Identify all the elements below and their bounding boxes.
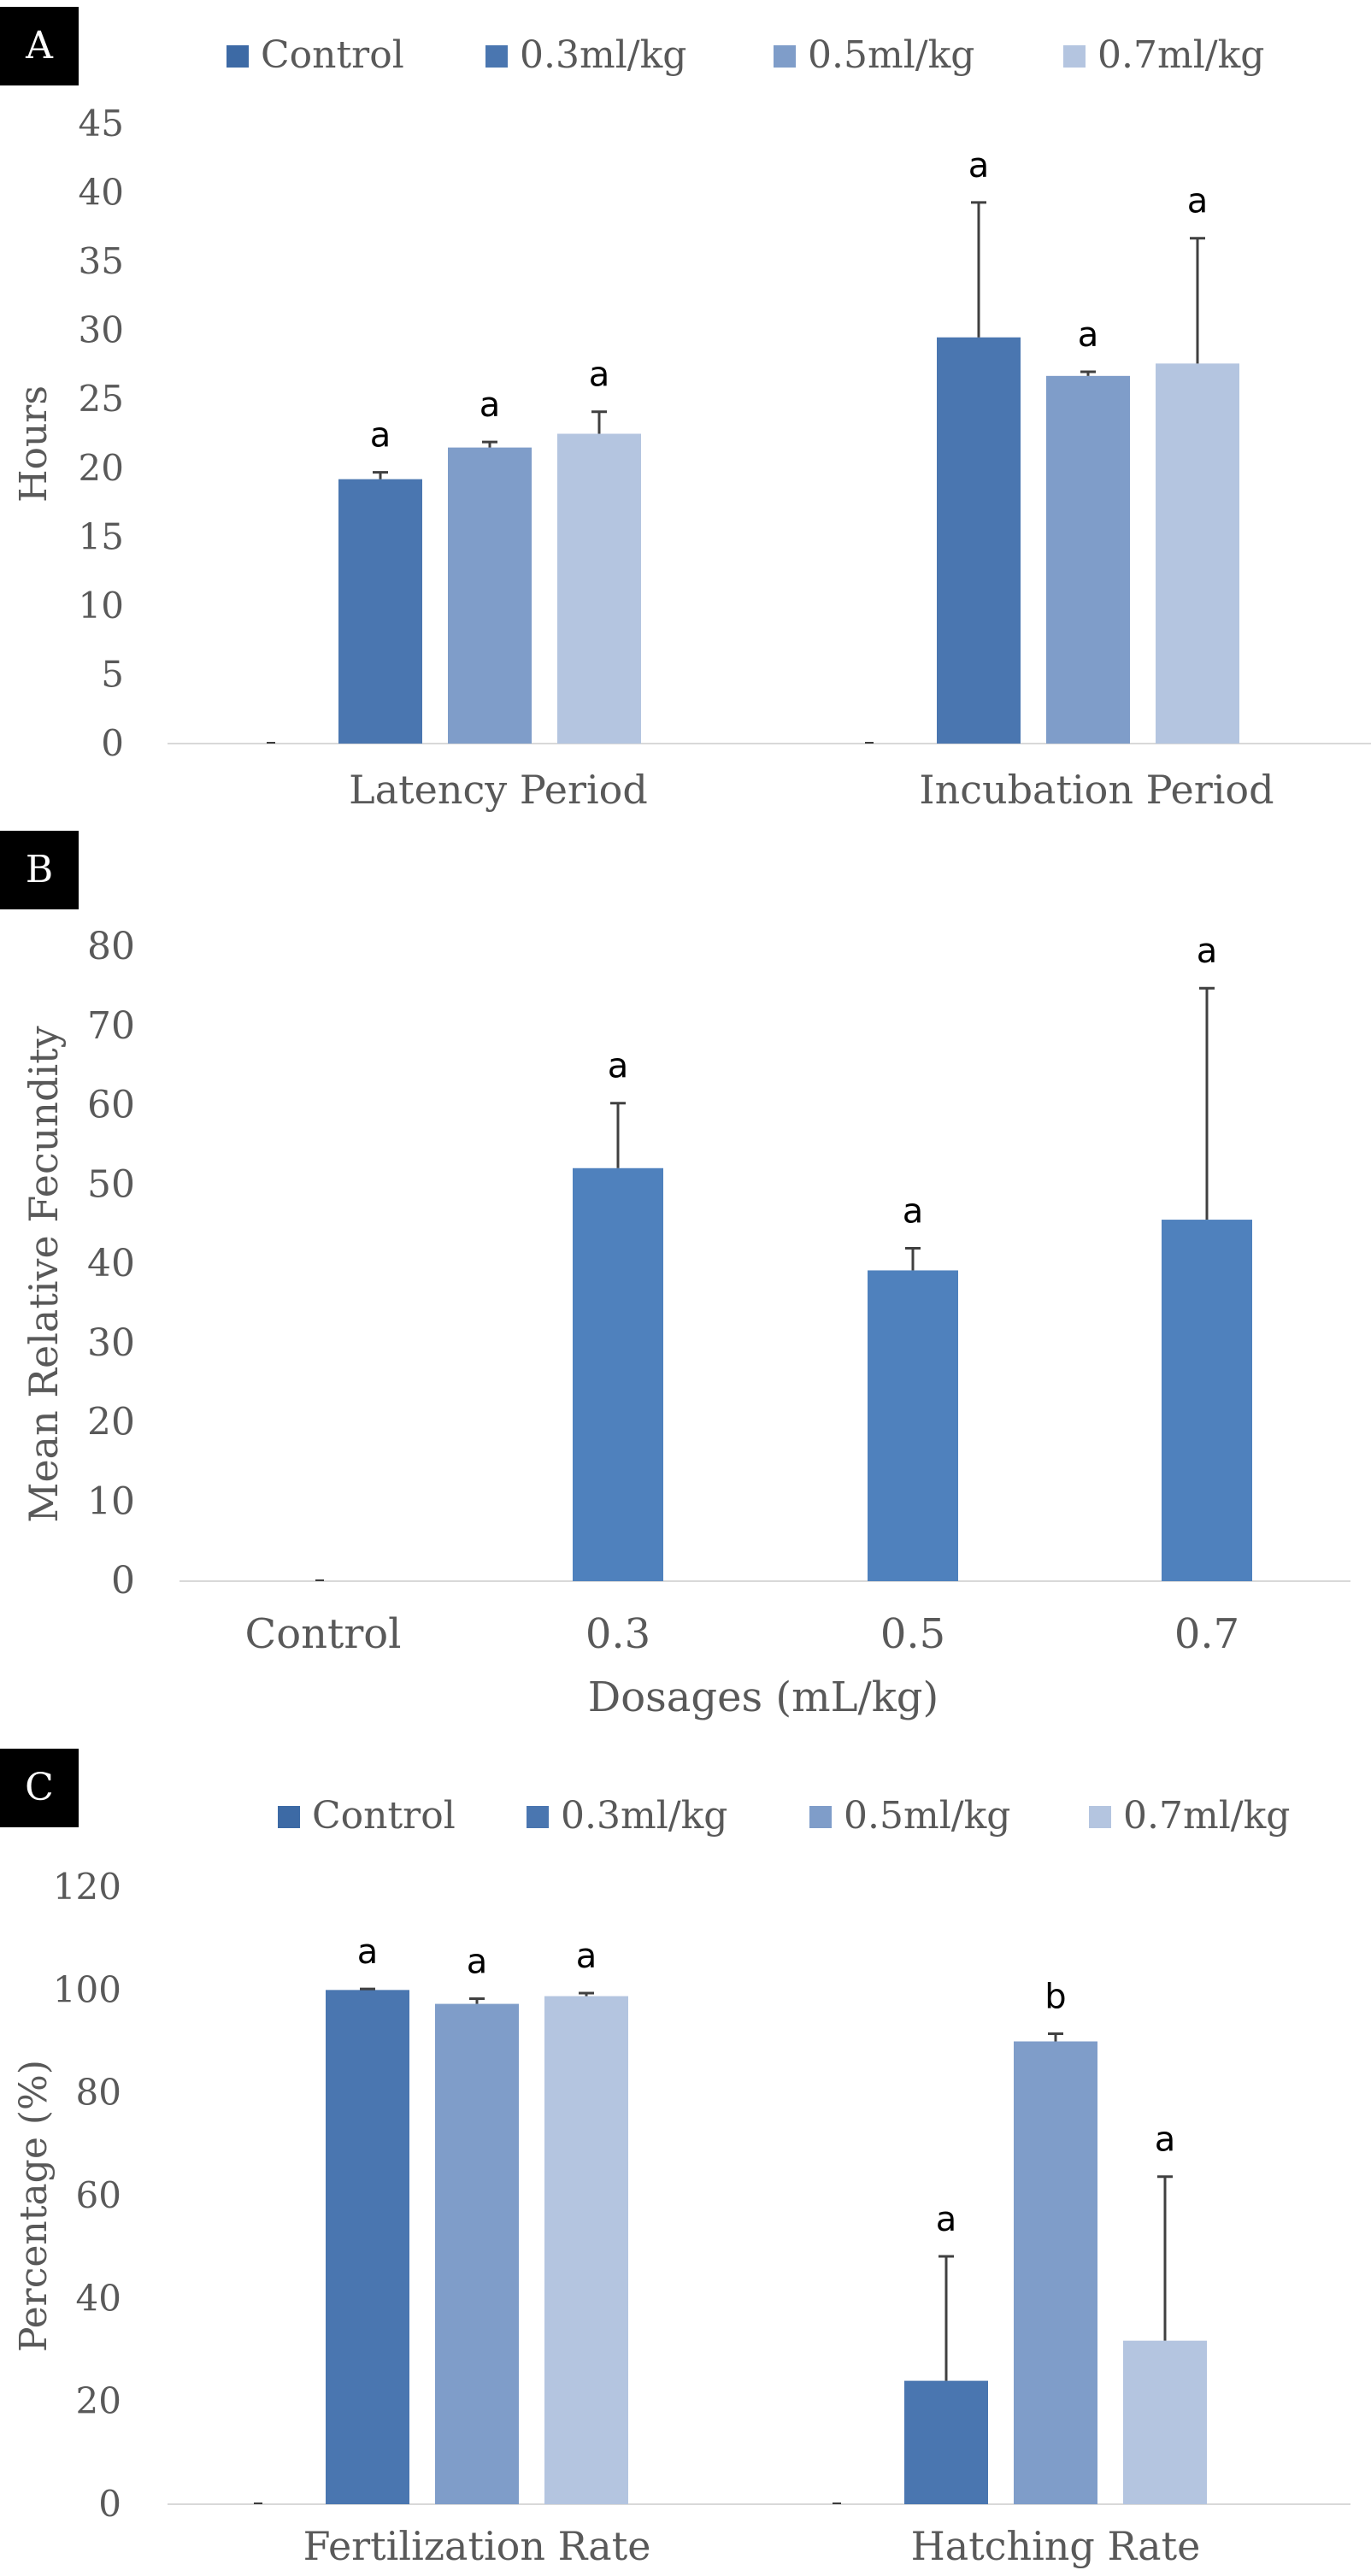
chart-b-significance-label: a xyxy=(608,1047,629,1086)
chart-c-legend-swatch xyxy=(278,1806,300,1828)
chart-a-ytick-label: 15 xyxy=(79,515,124,557)
chart-b-bar xyxy=(573,1167,663,1581)
chart-c-legend-label: 0.7ml/kg xyxy=(1123,1794,1290,1838)
panel-c-label: C xyxy=(0,1749,79,1827)
chart-a-legend-label: Control xyxy=(261,33,404,77)
chart-b-category-label: 0.3 xyxy=(585,1610,650,1658)
chart-a-legend-swatch xyxy=(1063,45,1086,68)
chart-b-bar xyxy=(1162,1220,1252,1581)
chart-c-y-axis-label: Percentage (%) xyxy=(12,2060,56,2352)
chart-a-ytick-label: 25 xyxy=(79,378,124,420)
chart-c-ytick-label: 120 xyxy=(53,1866,121,1908)
chart-c-category-label: Hatching Rate xyxy=(911,2523,1201,2569)
chart-c-category-label: Fertilization Rate xyxy=(303,2523,651,2569)
chart-b-significance-label: a xyxy=(1197,932,1218,971)
chart-b-svg: 0 10 20 30 40 50 60 70 80 Mean Relative Fecundity… xyxy=(21,925,1350,1721)
chart-a-legend-swatch xyxy=(485,45,508,68)
chart-a-y-axis-label: Hours xyxy=(12,385,56,503)
chart-b-category-label: Control xyxy=(244,1610,401,1658)
chart-b-ytick-label: 40 xyxy=(87,1242,135,1285)
chart-c-significance-label: a xyxy=(467,1943,488,1982)
chart-b-ytick-label: 80 xyxy=(87,925,135,968)
chart-b-significance-label: a xyxy=(903,1191,924,1231)
chart-b-ytick-label: 20 xyxy=(87,1401,135,1444)
chart-c-significance-label: a xyxy=(576,1937,597,1976)
chart-b-category-label: 0.7 xyxy=(1174,1610,1239,1658)
chart-b-ytick-label: 10 xyxy=(87,1479,135,1523)
chart-a-ytick-label: 10 xyxy=(79,585,124,626)
chart-c-legend-label: Control xyxy=(312,1794,456,1838)
chart-a-bar xyxy=(448,447,532,744)
chart-a-ytick-label: 45 xyxy=(79,103,124,144)
chart-a-significance-label: a xyxy=(480,385,501,425)
chart-c-legend-swatch xyxy=(1089,1806,1111,1828)
chart-c-ytick-label: 40 xyxy=(76,2277,121,2319)
chart-a-ytick-label: 5 xyxy=(101,653,124,695)
chart-c-legend-swatch xyxy=(809,1806,832,1828)
chart-c-bar xyxy=(1014,2041,1097,2504)
chart-c-significance-label: a xyxy=(1155,2120,1176,2160)
chart-b-ytick-label: 0 xyxy=(111,1559,135,1603)
chart-b-y-axis-label: Mean Relative Fecundity xyxy=(21,1026,67,1522)
chart-c-ytick-label: 20 xyxy=(76,2380,121,2422)
chart-b-ytick-label: 30 xyxy=(87,1321,135,1365)
chart-a-legend-label: 0.3ml/kg xyxy=(520,33,686,77)
chart-a-bar xyxy=(937,337,1021,744)
chart-c-legend-label: 0.5ml/kg xyxy=(844,1794,1010,1838)
chart-a-ytick-label: 20 xyxy=(79,447,124,489)
chart-c-significance-label: a xyxy=(936,2200,957,2239)
panel-b: 0 10 20 30 40 50 60 70 80 Mean Relative Fecundity… xyxy=(0,846,1371,1761)
chart-a-legend-label: 0.7ml/kg xyxy=(1097,33,1264,77)
chart-a-significance-label: a xyxy=(968,146,990,185)
chart-c-ytick-label: 100 xyxy=(53,1968,121,2010)
chart-c-legend-label: 0.3ml/kg xyxy=(561,1794,727,1838)
chart-a-ytick-label: 35 xyxy=(79,240,124,282)
chart-a-ytick-label: 0 xyxy=(101,722,124,764)
chart-a-significance-label: a xyxy=(1078,315,1099,355)
chart-a-legend-label: 0.5ml/kg xyxy=(808,33,974,77)
chart-c-significance-label: a xyxy=(357,1932,379,1972)
chart-b-ytick-label: 50 xyxy=(87,1162,135,1206)
chart-a-ytick-label: 30 xyxy=(79,309,124,351)
panel-b-label: B xyxy=(0,831,79,909)
chart-a-bar xyxy=(1156,363,1239,744)
chart-a-significance-label: a xyxy=(1187,182,1209,221)
chart-a-svg: 0 5 10 15 20 25 30 35 40 45 Hours Latency Period Inc… xyxy=(12,33,1371,813)
chart-c-svg: 0 20 40 60 80 100 120 Percentage (%) Fertilizati… xyxy=(12,1794,1350,2569)
chart-c-ytick-label: 60 xyxy=(76,2174,121,2216)
chart-b-ytick-label: 60 xyxy=(87,1084,135,1127)
chart-c-ytick-label: 80 xyxy=(76,2072,121,2114)
chart-a-significance-label: a xyxy=(370,416,391,456)
chart-c-bar xyxy=(544,1996,628,2504)
chart-a-bar xyxy=(1046,375,1130,744)
chart-a-ytick-label: 40 xyxy=(79,172,124,214)
chart-b-category-label: 0.5 xyxy=(880,1610,945,1658)
chart-a-category-label: Incubation Period xyxy=(919,767,1274,813)
chart-a-legend-swatch xyxy=(774,45,796,68)
chart-a-significance-label: a xyxy=(589,356,610,395)
chart-c-legend-swatch xyxy=(527,1806,549,1828)
chart-a-legend-swatch xyxy=(227,45,249,68)
panel-a-label: A xyxy=(0,7,79,85)
chart-b-x-axis-label: Dosages (mL/kg) xyxy=(588,1673,939,1721)
chart-c-bar xyxy=(904,2380,988,2504)
chart-b-ytick-label: 70 xyxy=(87,1004,135,1048)
chart-c-significance-label: b xyxy=(1044,1977,1066,2016)
chart-a-bar xyxy=(557,433,641,744)
chart-c-bar xyxy=(326,1990,409,2504)
chart-c-bar xyxy=(1123,2340,1207,2504)
chart-b-bar xyxy=(868,1270,958,1581)
chart-a-bar xyxy=(338,479,422,744)
chart-a-category-label: Latency Period xyxy=(349,767,648,813)
chart-c-ytick-label: 0 xyxy=(98,2483,121,2525)
panel-a: 0 5 10 15 20 25 30 35 40 45 Hours Latency Period Inc… xyxy=(0,0,1371,846)
chart-c-bar xyxy=(435,2003,519,2504)
panel-c: 0 20 40 60 80 100 120 Percentage (%) Fertilizati… xyxy=(0,1761,1371,2576)
